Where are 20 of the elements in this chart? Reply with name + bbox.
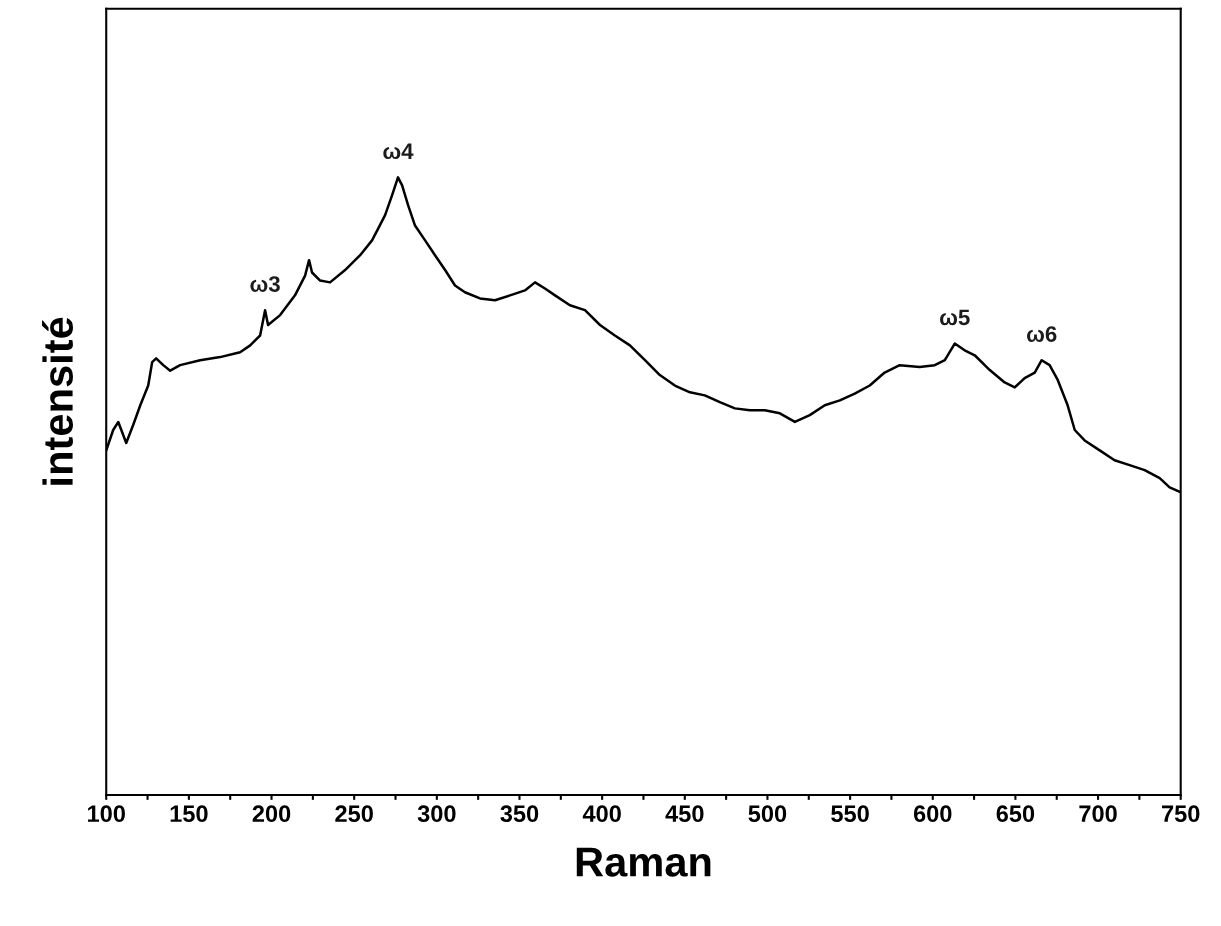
annotation: ω3	[250, 276, 280, 292]
x-tick-label: 500	[748, 805, 787, 823]
x-tick-label: 700	[1079, 805, 1117, 823]
x-tick-label: 600	[913, 805, 952, 823]
annotation: ω6	[1027, 326, 1057, 342]
x-tick-label: 450	[665, 805, 704, 823]
x-axis-title: Raman	[576, 847, 711, 877]
x-tick-label: 650	[996, 805, 1035, 823]
x-tick-label: 300	[417, 805, 456, 823]
x-tick-label: 150	[170, 805, 208, 823]
x-tick-label: 100	[88, 805, 125, 823]
annotation: ω4	[383, 143, 414, 160]
annotation: ω5	[940, 309, 970, 326]
y-axis-title: intensité	[42, 317, 73, 485]
x-tick-label: 400	[582, 805, 621, 823]
x-tick-label: 250	[335, 805, 373, 823]
x-tick-label: 750	[1162, 805, 1200, 823]
x-tick-label: 550	[831, 805, 869, 823]
x-tick-label: 350	[500, 805, 539, 823]
x-tick-label: 200	[252, 805, 291, 823]
